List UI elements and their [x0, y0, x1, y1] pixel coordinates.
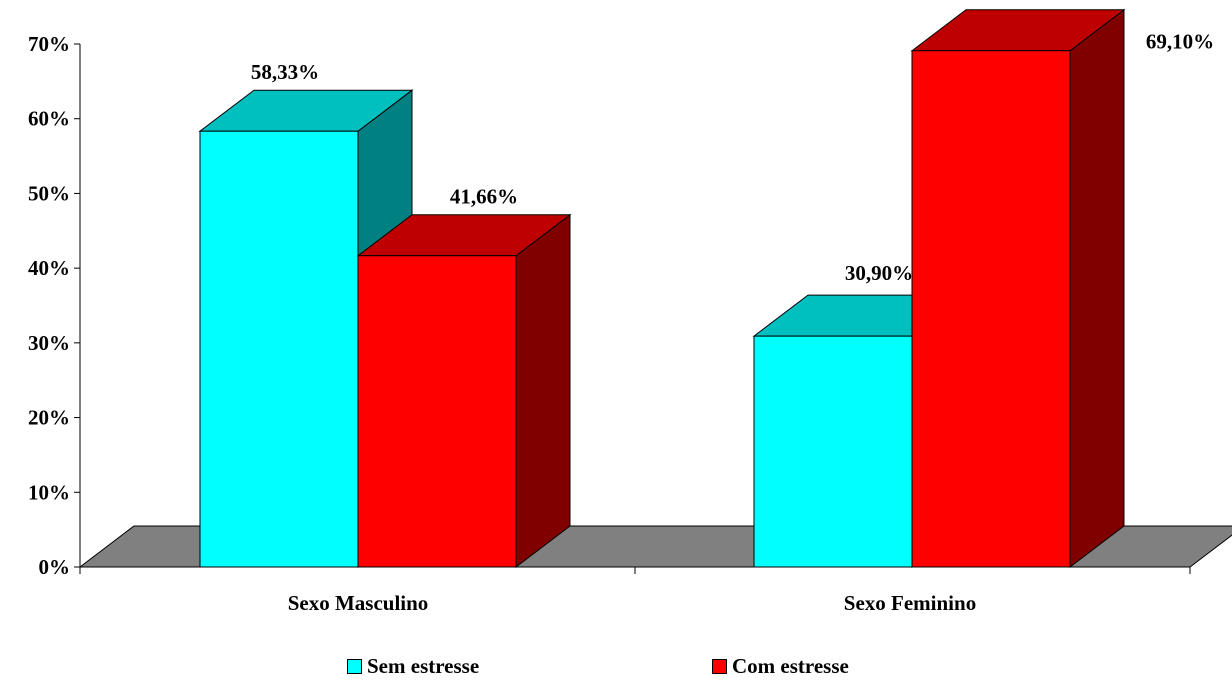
- data-label: 69,10%: [1146, 30, 1214, 54]
- bar-front-face: [911, 50, 1071, 568]
- bar-front-face: [753, 335, 913, 568]
- y-tick-label: 30%: [28, 331, 70, 355]
- bar-front-face: [199, 130, 359, 568]
- y-tick-label: 40%: [28, 256, 70, 280]
- y-tick-label: 70%: [28, 32, 70, 56]
- data-labels: 58,33% 41,66% 30,90% 69,10%: [251, 30, 1214, 285]
- bar: [356, 213, 572, 569]
- legend-label-com-estresse: Com estresse: [732, 654, 849, 678]
- bar: [910, 8, 1126, 569]
- y-tick-label: 20%: [28, 406, 70, 430]
- legend-item-com-estresse: Com estresse: [712, 654, 849, 679]
- bar-side-face: [1069, 8, 1125, 569]
- legend-swatch-sem-estresse: [347, 659, 362, 674]
- bar-side-face: [515, 213, 571, 569]
- bar-front-face: [357, 255, 517, 568]
- legend-item-sem-estresse: Sem estresse: [347, 654, 479, 679]
- x-category-label: Sexo Masculino: [288, 591, 429, 615]
- y-tick-label: 50%: [28, 181, 70, 205]
- y-tick-label: 10%: [28, 480, 70, 504]
- x-category-label: Sexo Feminino: [844, 591, 976, 615]
- legend-label-sem-estresse: Sem estresse: [367, 654, 480, 678]
- data-label: 58,33%: [251, 60, 319, 84]
- y-axis: 0% 10% 20% 30% 40% 50% 60% 70% Sexo Masculino Sex…: [28, 32, 1191, 615]
- y-tick-label: 60%: [28, 107, 70, 131]
- legend-swatch-com-estresse: [712, 659, 727, 674]
- y-tick-label: 0%: [39, 555, 71, 579]
- bars: [198, 8, 1126, 569]
- data-label: 41,66%: [450, 185, 518, 209]
- data-label: 30,90%: [845, 261, 913, 285]
